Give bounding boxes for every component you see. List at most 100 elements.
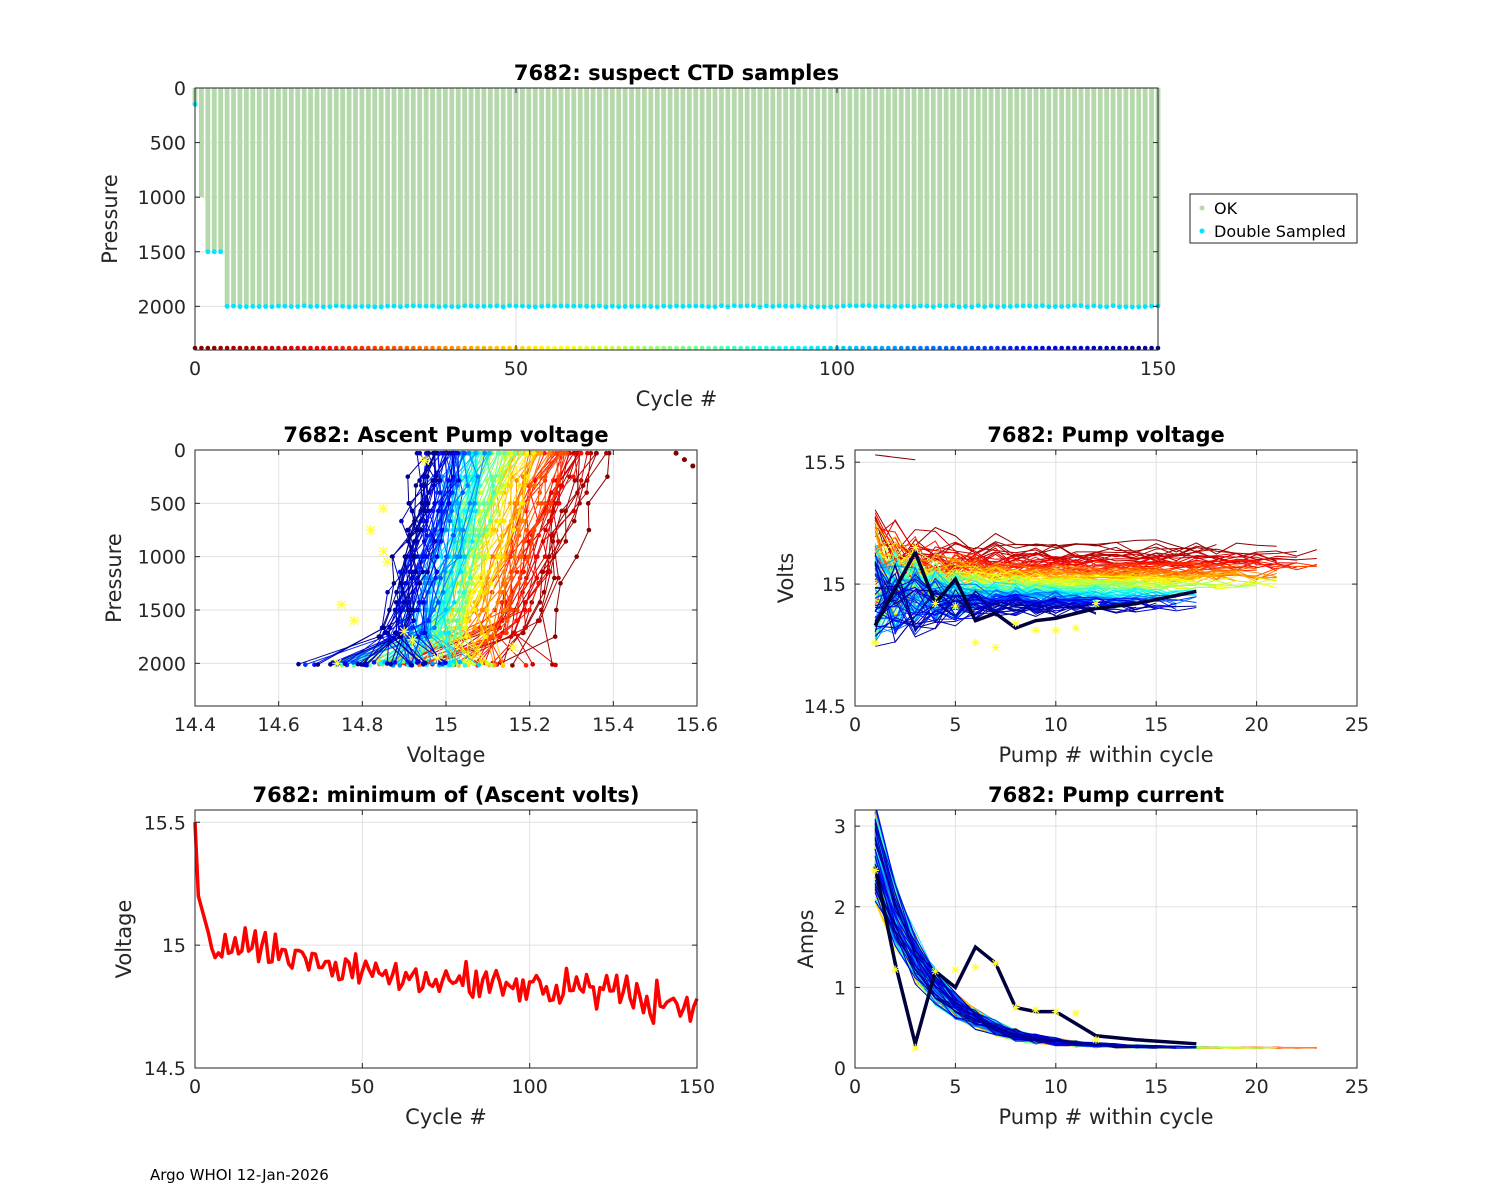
double-sampled-point	[603, 304, 609, 310]
ok-bar	[937, 88, 943, 307]
ascent-point	[419, 630, 424, 636]
ok-bar	[301, 88, 307, 307]
pump-voltage-line	[875, 589, 1157, 614]
pump-voltage-star-marker	[971, 638, 980, 647]
double-sampled-point	[654, 304, 660, 310]
cycle-marker	[353, 345, 358, 351]
cycle-marker	[289, 345, 294, 351]
pump-current-star-marker	[1091, 1035, 1100, 1044]
ascent-point	[363, 661, 369, 667]
double-sampled-point	[719, 303, 724, 309]
cycle-marker	[507, 345, 512, 351]
cycle-marker	[443, 345, 448, 351]
ascent-star-marker	[399, 626, 410, 637]
data-layer	[193, 822, 699, 1025]
ascent-point	[540, 569, 546, 575]
double-sampled-point	[1091, 303, 1097, 309]
ok-bar	[1097, 88, 1103, 307]
ascent-point	[514, 478, 520, 483]
ok-bar	[866, 88, 872, 307]
double-sampled-point	[410, 303, 416, 309]
ascent-point	[473, 527, 478, 533]
ascent-point	[495, 600, 501, 605]
pump-voltage-line	[874, 552, 1197, 589]
double-sampled-point	[828, 304, 833, 310]
ok-bar	[1072, 88, 1077, 307]
ok-bar	[314, 88, 320, 307]
x-tick-label: 14.6	[258, 714, 300, 736]
ascent-point	[542, 554, 548, 559]
ok-bar	[507, 88, 512, 307]
ok-bar	[584, 88, 590, 307]
double-sampled-point	[269, 304, 275, 310]
ascent-point	[512, 450, 518, 456]
ascent-point	[523, 581, 528, 586]
double-sampled-point	[629, 304, 634, 309]
y-tick-label: 1000	[138, 187, 186, 209]
double-sampled-point	[905, 303, 911, 309]
y-tick-label: 0	[174, 78, 186, 100]
ascent-point	[450, 490, 455, 495]
ascent-point	[436, 600, 441, 605]
ascent-star-marker	[336, 599, 347, 610]
cycle-marker	[796, 345, 801, 351]
ascent-point	[483, 634, 488, 639]
x-axis-label: Cycle #	[405, 1105, 487, 1129]
ascent-profile-line	[428, 453, 560, 662]
cycle-marker	[654, 345, 660, 351]
ascent-point	[467, 501, 473, 506]
x-tick-label: 15	[434, 714, 458, 736]
ascent-star-marker	[378, 503, 389, 514]
cycle-marker	[545, 345, 551, 351]
ascent-point	[445, 618, 451, 623]
ok-bar	[404, 88, 410, 307]
x-tick-label: 15.4	[592, 714, 634, 736]
double-sampled-point	[873, 304, 878, 309]
chart-title: 7682: Pump voltage	[987, 423, 1225, 447]
ok-bar	[1014, 88, 1020, 307]
ok-bar	[1020, 88, 1026, 307]
ascent-point	[531, 450, 536, 456]
cycle-marker	[1136, 345, 1142, 351]
ok-bar	[680, 88, 686, 307]
ok-bar	[417, 88, 423, 307]
cycle-marker	[500, 345, 506, 351]
cycle-marker	[661, 345, 666, 351]
ascent-point	[546, 508, 552, 514]
ok-bar	[943, 88, 949, 307]
ascent-point	[457, 659, 463, 665]
double-sampled-point	[847, 303, 853, 309]
double-sampled-point	[314, 303, 320, 309]
x-tick-label: 100	[819, 358, 855, 380]
double-sampled-point	[796, 303, 801, 309]
ascent-point	[499, 474, 505, 479]
ascent-point	[571, 474, 576, 479]
double-sampled-point	[455, 304, 461, 310]
ascent-point	[574, 450, 580, 456]
double-sampled-point	[821, 304, 827, 310]
ascent-point	[452, 539, 457, 544]
y-tick-label: 1	[834, 977, 846, 999]
double-sampled-point	[385, 303, 390, 309]
ascent-point	[455, 501, 461, 506]
double-sampled-point	[667, 304, 673, 310]
ascent-point	[423, 660, 428, 666]
ascent-point	[488, 581, 494, 586]
pump-current-star-marker	[951, 965, 960, 974]
x-tick-label: 15.2	[509, 714, 551, 736]
cycle-marker	[886, 345, 891, 351]
ascent-point	[558, 581, 563, 586]
double-sampled-point	[982, 304, 988, 310]
ascent-point	[462, 659, 467, 665]
cycle-marker	[597, 345, 602, 351]
double-sampled-point	[763, 303, 769, 309]
ok-bar	[828, 88, 833, 307]
cycle-marker	[539, 345, 544, 351]
ok-bar	[237, 88, 243, 307]
ascent-point	[524, 527, 530, 533]
ok-bar	[776, 88, 782, 307]
ascent-point	[556, 501, 562, 506]
x-axis-label: Cycle #	[636, 387, 718, 411]
cycle-marker	[847, 345, 853, 351]
ok-bar	[1110, 88, 1116, 307]
